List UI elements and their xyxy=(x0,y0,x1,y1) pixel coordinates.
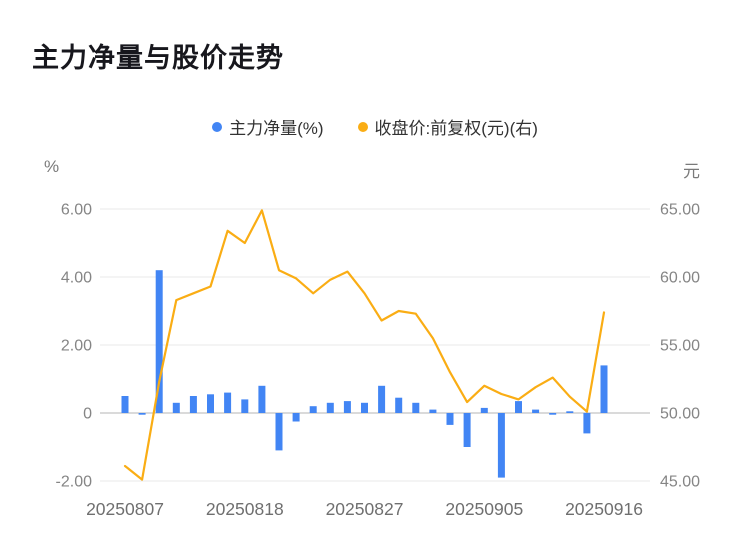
svg-text:20250916: 20250916 xyxy=(565,499,643,519)
bar xyxy=(207,394,214,413)
svg-text:60.00: 60.00 xyxy=(660,270,700,287)
bar xyxy=(275,413,283,451)
bar xyxy=(258,385,266,413)
right-axis-tick-labels: 65.00 60.00 55.00 50.00 45.00 xyxy=(660,202,700,491)
bar xyxy=(395,397,403,413)
bar xyxy=(292,413,300,422)
svg-text:20250905: 20250905 xyxy=(445,499,523,519)
legend-item-net-volume[interactable]: 主力净量(%) xyxy=(212,114,324,139)
bar xyxy=(600,365,608,413)
svg-text:-2.00: -2.00 xyxy=(56,474,93,491)
svg-text:0: 0 xyxy=(83,406,92,423)
x-axis-tick-labels: 20250807 20250818 20250827 20250905 20250916 xyxy=(86,499,643,519)
price-line xyxy=(123,209,606,481)
svg-text:20250827: 20250827 xyxy=(326,499,404,519)
left-axis-unit-label: % xyxy=(44,157,60,176)
svg-text:45.00: 45.00 xyxy=(660,474,700,491)
svg-text:6.00: 6.00 xyxy=(61,202,92,219)
bar xyxy=(309,406,317,413)
svg-text:55.00: 55.00 xyxy=(660,338,700,355)
bar xyxy=(549,413,557,415)
chart-title: 主力净量与股价走势 xyxy=(32,43,284,73)
legend: 主力净量(%) 收盘价:前复权(元)(右) xyxy=(0,114,750,139)
bar xyxy=(446,413,454,425)
bar-series-net-volume xyxy=(121,270,608,478)
legend-dot-close-price-icon xyxy=(357,121,368,132)
bar xyxy=(155,270,163,413)
bar xyxy=(172,402,180,413)
bar xyxy=(532,409,540,413)
bar xyxy=(189,396,197,413)
bar xyxy=(378,385,386,413)
legend-label-close-price: 收盘价:前复权(元)(右) xyxy=(374,119,538,138)
bar xyxy=(343,401,351,413)
bar xyxy=(566,411,574,413)
legend-item-close-price[interactable]: 收盘价:前复权(元)(右) xyxy=(357,114,538,139)
svg-text:4.00: 4.00 xyxy=(61,270,92,287)
legend-label-net-volume: 主力净量(%) xyxy=(229,119,324,138)
bar xyxy=(121,396,129,413)
svg-text:50.00: 50.00 xyxy=(660,406,700,423)
bar xyxy=(515,401,522,413)
bar xyxy=(241,399,249,413)
svg-text:20250807: 20250807 xyxy=(86,499,164,519)
bar xyxy=(361,402,368,413)
svg-text:20250818: 20250818 xyxy=(206,499,284,519)
bar xyxy=(326,402,334,413)
bar xyxy=(224,392,232,413)
bar xyxy=(463,413,471,447)
bar xyxy=(497,413,505,478)
right-axis-unit-label: 元 xyxy=(683,162,700,181)
left-axis-tick-labels: 6.00 4.00 2.00 0 -2.00 xyxy=(56,202,93,491)
grid-lines xyxy=(100,208,650,482)
bar xyxy=(138,413,146,415)
bar xyxy=(583,413,591,434)
legend-dot-net-volume-icon xyxy=(212,121,223,132)
bar xyxy=(429,409,437,413)
bar xyxy=(480,407,488,413)
bar xyxy=(412,402,420,413)
svg-text:2.00: 2.00 xyxy=(61,338,92,355)
svg-text:65.00: 65.00 xyxy=(660,202,700,219)
